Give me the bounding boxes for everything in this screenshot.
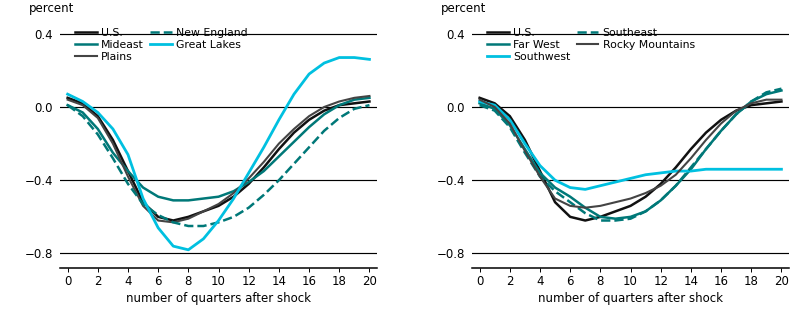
Text: percent: percent [28,2,74,15]
X-axis label: number of quarters after shock: number of quarters after shock [126,292,311,305]
Legend: U.S., Mideast, Plains, New England, Great Lakes: U.S., Mideast, Plains, New England, Grea… [75,28,248,62]
Legend: U.S., Far West, Southwest, Southeast, Rocky Mountains: U.S., Far West, Southwest, Southeast, Ro… [487,28,694,62]
Text: percent: percent [441,2,485,15]
X-axis label: number of quarters after shock: number of quarters after shock [538,292,723,305]
